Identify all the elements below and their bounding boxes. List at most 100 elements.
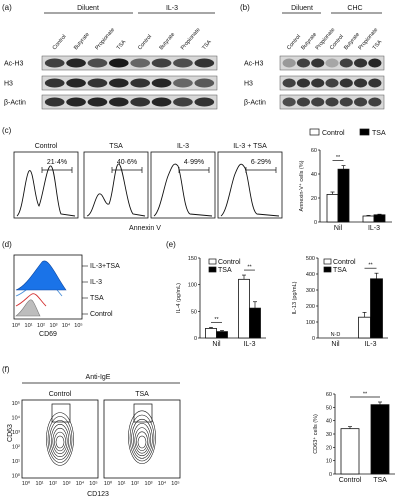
a-blot-band bbox=[130, 58, 151, 68]
x-tick-label: 10¹ bbox=[36, 481, 44, 487]
y-tick-label: 200 bbox=[306, 304, 315, 310]
significance-label: ** bbox=[363, 392, 368, 398]
tsa-histogram bbox=[15, 293, 47, 307]
contour-ring bbox=[55, 435, 65, 449]
y-tick-label: 10³ bbox=[12, 430, 20, 436]
b-blot-band bbox=[296, 97, 310, 107]
y-tick-label: 0 bbox=[312, 336, 315, 342]
panel-d-frame bbox=[13, 254, 83, 320]
contour-ring bbox=[134, 427, 150, 454]
y-tick-label: 10⁵ bbox=[12, 400, 20, 407]
b-blot-band bbox=[368, 78, 382, 88]
legend-label: Control bbox=[90, 311, 113, 318]
a-blot-strip bbox=[41, 75, 218, 91]
b-blot-band bbox=[339, 97, 353, 107]
a-blot-band bbox=[44, 58, 65, 68]
bar bbox=[326, 193, 339, 223]
b-blot-band bbox=[368, 58, 382, 68]
a-blot-band bbox=[173, 58, 193, 68]
contour-ring bbox=[49, 420, 71, 460]
panel-f-title: Anti-IgE bbox=[86, 374, 111, 381]
b-blot-band bbox=[354, 97, 368, 107]
histogram-curve bbox=[16, 165, 76, 217]
y-tick-label: 100 bbox=[188, 283, 197, 289]
y-tick-label: 10¹ bbox=[12, 459, 20, 465]
legend-swatch bbox=[208, 258, 217, 265]
b-blot-band bbox=[368, 97, 382, 107]
panel-f-ylabel: CD63 bbox=[7, 424, 14, 442]
contour-ring bbox=[52, 427, 68, 455]
a-lane-label: Control bbox=[52, 34, 68, 51]
y-tick-label: 0 bbox=[314, 220, 317, 226]
legend-label: TSA bbox=[90, 295, 104, 302]
a-lane-label: TSA bbox=[201, 39, 213, 51]
a-blot-band bbox=[194, 78, 215, 88]
b-blot-band bbox=[339, 78, 353, 88]
x-tick-label: 10⁵ bbox=[89, 480, 97, 487]
panel-d: (d) IL-3+TSA IL-3 TSA Control 10⁰ 10¹ 10² 10³ 1… bbox=[2, 240, 120, 338]
x-tick-label: TSA bbox=[373, 477, 387, 484]
bar bbox=[370, 404, 390, 475]
a-blot-band bbox=[87, 58, 108, 68]
panel-b: (b) Diluent CHC ControlButyratePropionat… bbox=[240, 3, 385, 110]
histogram-frame bbox=[13, 151, 79, 219]
legend-label: Control bbox=[333, 259, 356, 266]
b-blot-band bbox=[282, 97, 296, 107]
a-row-label: H3 bbox=[4, 81, 13, 88]
legend-label: Control bbox=[322, 130, 345, 137]
x-tick-label: IL-3 bbox=[368, 225, 380, 232]
y-tick-label: 60 bbox=[326, 392, 332, 398]
a-blot-band bbox=[66, 78, 86, 88]
a-blot-band bbox=[173, 97, 193, 107]
a-blot-band bbox=[130, 97, 151, 107]
control-histogram bbox=[15, 299, 41, 317]
legend-swatch bbox=[208, 266, 217, 273]
a-blot-band bbox=[194, 97, 215, 107]
contour-plot-title: TSA bbox=[135, 391, 149, 398]
a-row-label: β-Actin bbox=[4, 100, 26, 107]
annotation: N·D bbox=[331, 332, 341, 338]
a-blot-band bbox=[151, 97, 172, 107]
legend-swatch bbox=[359, 128, 370, 136]
y-tick-label: 0 bbox=[329, 472, 332, 478]
histogram-frame bbox=[217, 151, 283, 219]
histogram-curve bbox=[86, 163, 146, 217]
b-row-label: Ac-H3 bbox=[244, 61, 264, 68]
panel-d-letter: (d) bbox=[2, 240, 12, 249]
panel-b-group-chc: CHC bbox=[347, 5, 362, 12]
x-tick-label: Nil bbox=[334, 225, 343, 232]
contour-plot-frame bbox=[21, 399, 99, 479]
x-tick-label: 10² bbox=[37, 323, 45, 329]
panel-e: (e) 0 50 100 150 IL-4 (pg/mL) Nil IL-3 ** ** Cont… bbox=[166, 240, 388, 348]
a-blot-band bbox=[66, 97, 86, 107]
x-tick-label: 10³ bbox=[145, 481, 153, 487]
x-tick-label: 10² bbox=[49, 481, 57, 487]
bar bbox=[249, 307, 261, 339]
y-tick-label: 50 bbox=[191, 309, 197, 315]
y-axis-label: CD63⁺ cells (%) bbox=[312, 414, 319, 454]
y-tick-label: 40 bbox=[311, 172, 317, 178]
histogram-curve bbox=[153, 163, 213, 217]
legend-label: TSA bbox=[333, 267, 347, 274]
a-blot-band bbox=[87, 78, 108, 88]
contour-ring bbox=[47, 416, 73, 463]
a-blot-band bbox=[130, 78, 151, 88]
a-blot-band bbox=[44, 97, 65, 107]
x-tick-label: 10⁴ bbox=[158, 480, 167, 487]
legend-swatch bbox=[323, 258, 332, 265]
bar bbox=[358, 316, 371, 339]
bar bbox=[205, 327, 217, 339]
contour-ring bbox=[128, 410, 156, 464]
b-blot-band bbox=[311, 97, 325, 107]
a-blot-band bbox=[108, 78, 129, 88]
b-row-label: H3 bbox=[244, 81, 253, 88]
significance-label: ** bbox=[214, 317, 219, 323]
a-blot-band bbox=[173, 78, 193, 88]
y-tick-label: 0 bbox=[194, 336, 197, 342]
contour-gate bbox=[51, 403, 71, 423]
legend-label: Control bbox=[218, 259, 241, 266]
significance-label: ** bbox=[368, 263, 373, 269]
a-blot-band bbox=[194, 58, 215, 68]
panel-f-xlabel: CD123 bbox=[87, 491, 109, 498]
